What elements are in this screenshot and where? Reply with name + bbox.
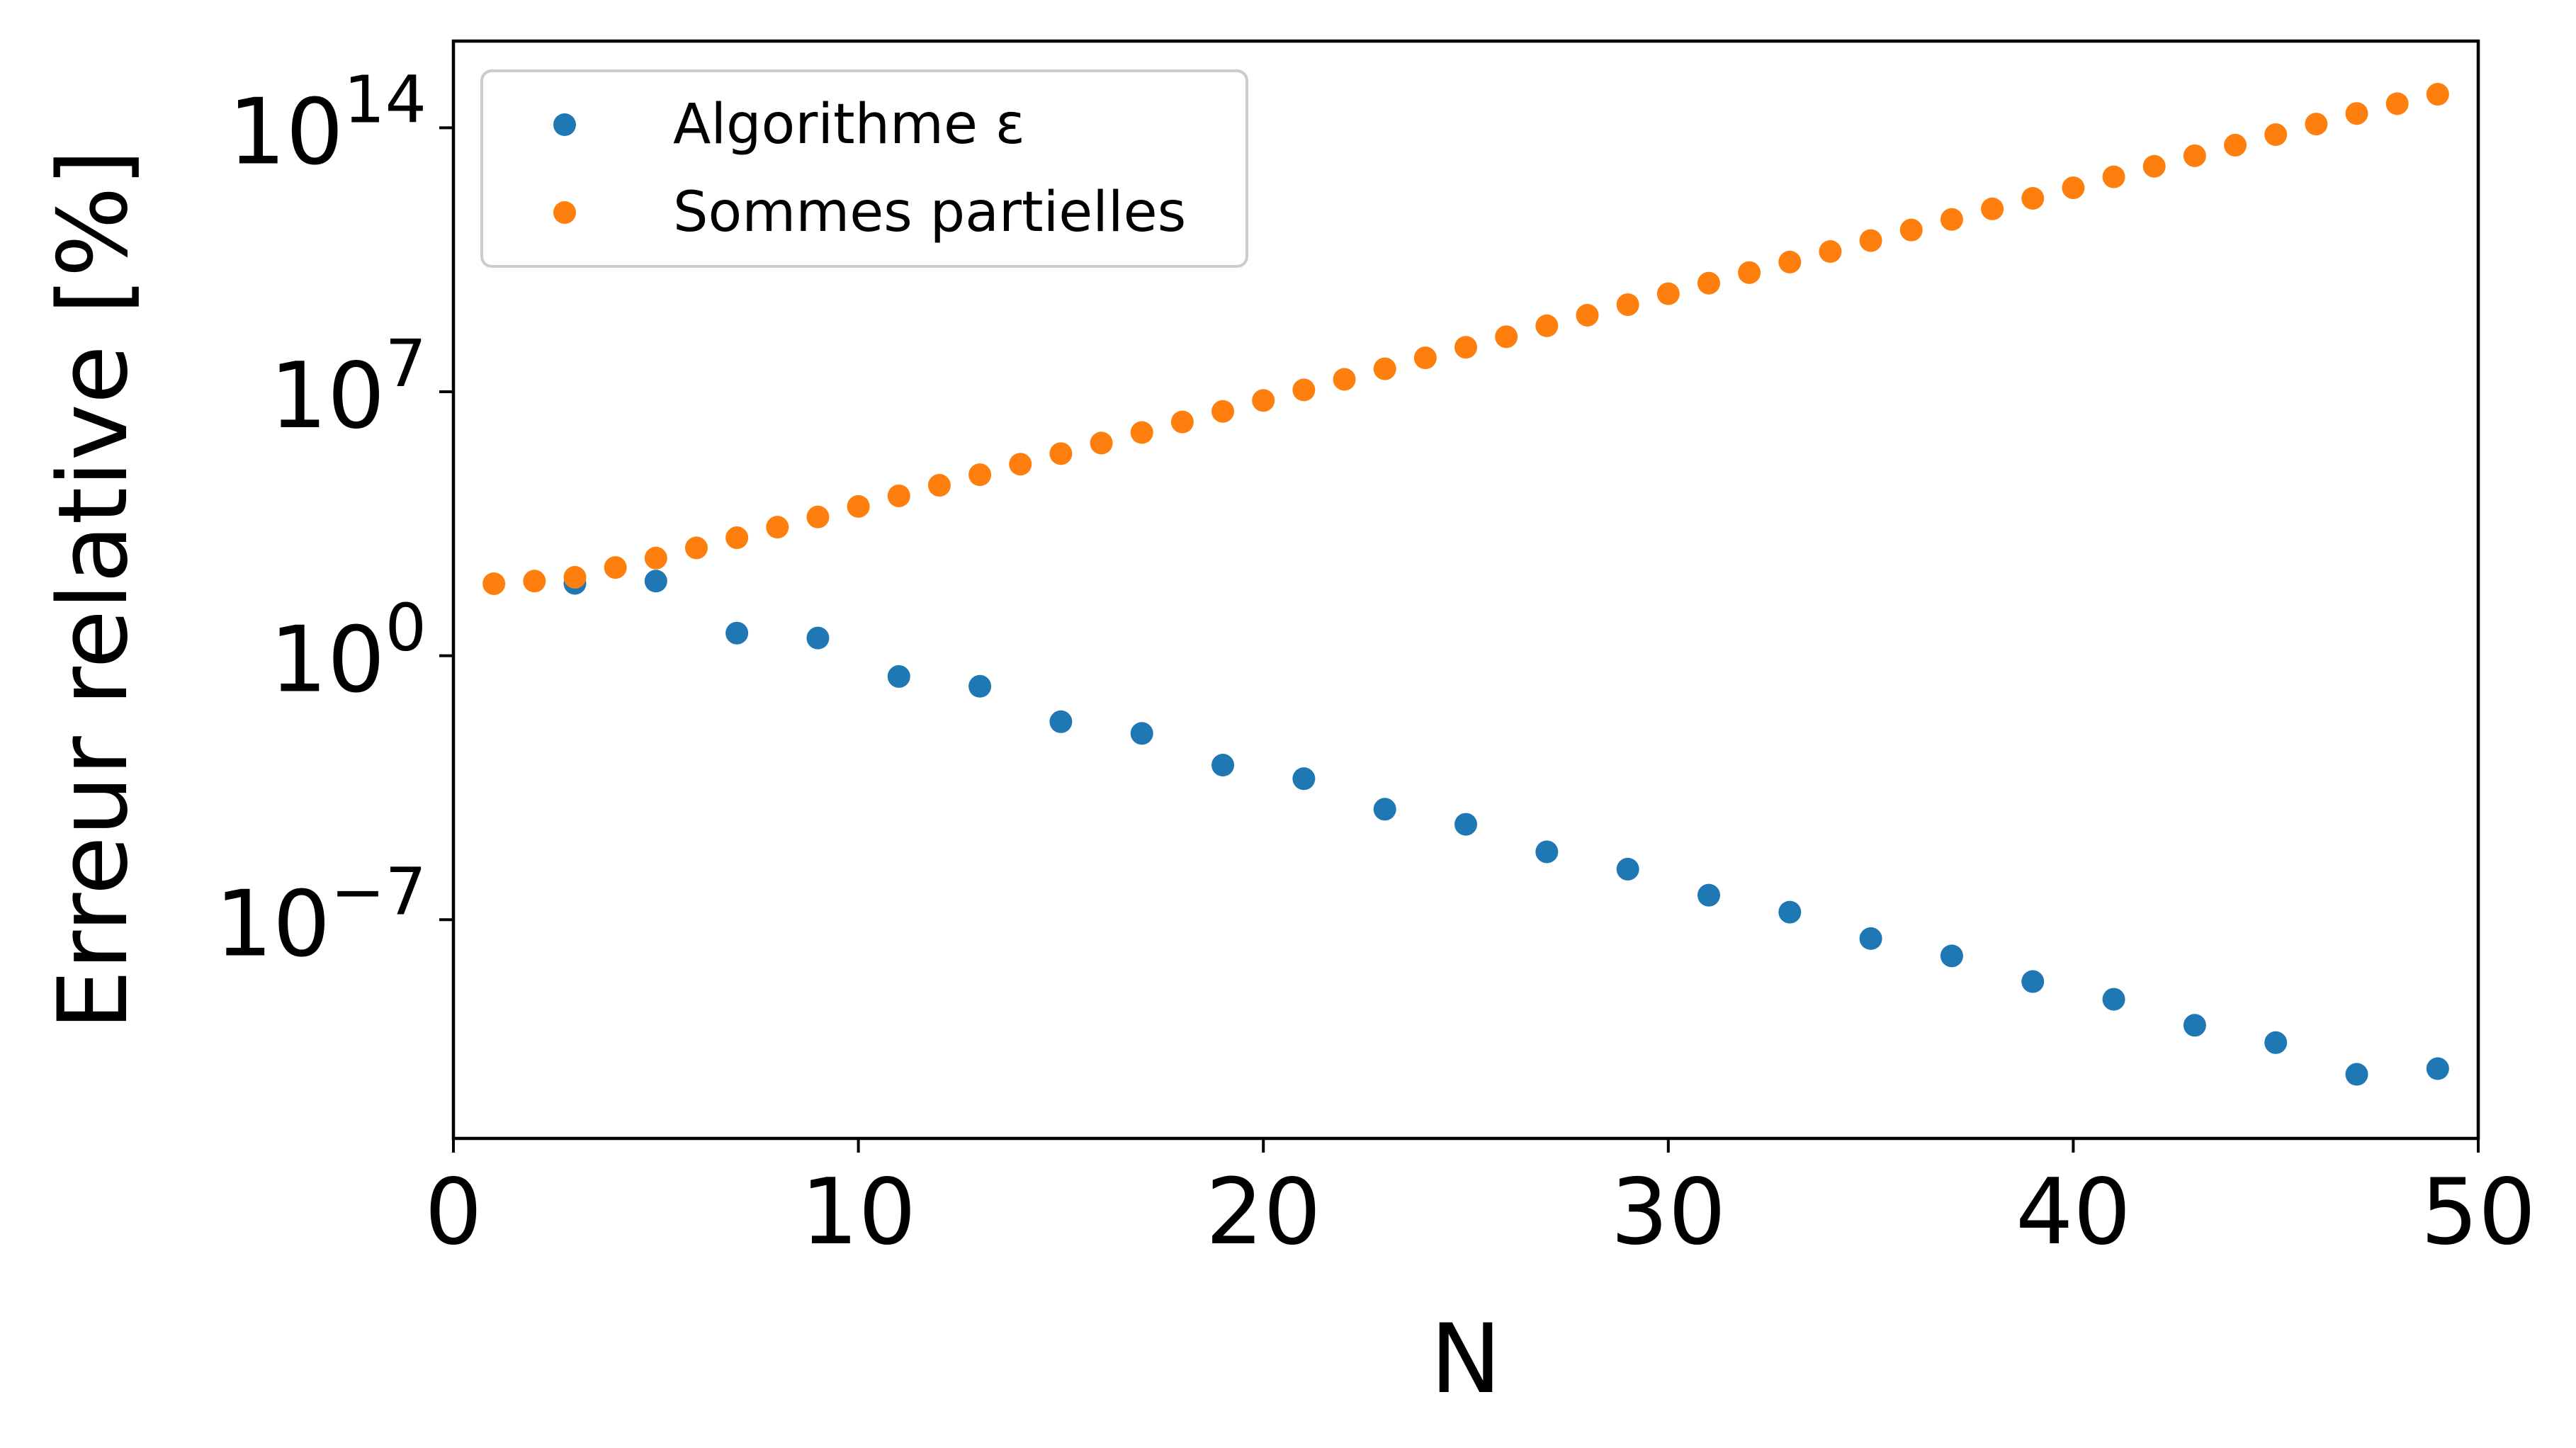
data-point xyxy=(1940,208,1963,231)
data-point xyxy=(2345,1063,2368,1086)
plot-area xyxy=(451,39,2480,1141)
data-point xyxy=(1333,368,1356,391)
data-point xyxy=(1090,431,1113,455)
legend-label: Algorithme ε xyxy=(673,93,1025,157)
data-point xyxy=(1535,840,1559,864)
data-point xyxy=(482,572,506,595)
data-point xyxy=(2426,1057,2449,1080)
data-point xyxy=(1413,346,1437,370)
y-tick-label: 1014 xyxy=(228,62,426,185)
data-point xyxy=(806,505,830,528)
data-point xyxy=(1049,442,1073,465)
legend-marker xyxy=(553,113,576,136)
data-point xyxy=(1130,421,1153,444)
data-point xyxy=(1292,767,1316,791)
data-point xyxy=(1778,250,1802,273)
data-point xyxy=(1292,378,1316,402)
data-point xyxy=(968,674,992,698)
data-point xyxy=(1616,293,1639,317)
data-point xyxy=(1049,710,1073,733)
series-2 xyxy=(482,83,2449,595)
x-axis-title: N xyxy=(1430,1303,1502,1415)
data-point xyxy=(2183,1014,2206,1037)
legend-marker xyxy=(553,201,576,224)
x-tick-label: 0 xyxy=(424,1160,482,1265)
data-point xyxy=(1697,883,1720,907)
data-point xyxy=(644,546,667,570)
data-point xyxy=(684,536,708,560)
y-tick-label: 10−7 xyxy=(215,854,427,977)
data-point xyxy=(1535,314,1559,337)
legend-label: Sommes partielles xyxy=(673,181,1186,244)
x-tick-label: 50 xyxy=(2421,1160,2536,1265)
data-point xyxy=(1252,389,1275,412)
data-point xyxy=(523,570,546,593)
data-point xyxy=(1859,927,1882,950)
series-layer xyxy=(482,83,2449,1086)
data-point xyxy=(1170,410,1194,434)
x-tick-label: 30 xyxy=(1610,1160,1726,1265)
data-point xyxy=(2183,144,2206,167)
data-point xyxy=(2426,83,2449,106)
data-point xyxy=(1495,325,1518,349)
data-point xyxy=(766,516,789,539)
data-point xyxy=(1009,453,1032,476)
axes-frame xyxy=(451,39,2480,1141)
data-point xyxy=(1616,857,1639,881)
data-point xyxy=(2345,102,2368,125)
data-point xyxy=(1738,261,1761,284)
data-point xyxy=(968,463,992,487)
data-point xyxy=(1454,813,1477,836)
data-point xyxy=(1981,197,2004,220)
data-point xyxy=(1940,944,1963,968)
data-point xyxy=(725,621,749,645)
series-1 xyxy=(563,570,2449,1086)
data-point xyxy=(1899,218,1923,242)
data-point xyxy=(563,565,587,589)
y-axis: 1014 107 100 10−7 xyxy=(215,62,453,977)
data-point xyxy=(847,494,870,518)
data-point xyxy=(887,664,910,688)
data-point xyxy=(1859,229,1882,252)
x-tick-label: 10 xyxy=(801,1160,916,1265)
data-point xyxy=(2305,113,2328,136)
data-point xyxy=(887,484,910,507)
data-point xyxy=(1454,336,1477,359)
data-point xyxy=(806,626,830,650)
data-point xyxy=(2062,176,2085,200)
data-point xyxy=(1697,271,1720,295)
data-point xyxy=(1819,240,1842,264)
x-tick-label: 20 xyxy=(1206,1160,1321,1265)
data-point xyxy=(1130,722,1153,745)
y-tick-label: 100 xyxy=(270,590,426,713)
y-axis-title: Erreur relative [%] xyxy=(38,149,149,1031)
data-point xyxy=(1778,900,1802,924)
data-point xyxy=(1576,303,1599,327)
data-point xyxy=(927,474,951,497)
data-point xyxy=(1373,798,1396,821)
x-axis: 0 10 20 30 40 50 xyxy=(424,1138,2536,1265)
legend-box xyxy=(480,69,1248,268)
data-point xyxy=(2224,133,2247,157)
data-point xyxy=(604,556,627,579)
data-point xyxy=(2385,92,2409,115)
legend: Algorithme ε Sommes partielles xyxy=(480,69,1248,268)
data-point xyxy=(2102,165,2125,188)
data-point xyxy=(1373,357,1396,380)
data-point xyxy=(2102,988,2125,1011)
x-tick-label: 40 xyxy=(2016,1160,2131,1265)
data-point xyxy=(1211,754,1235,777)
data-point xyxy=(2264,1031,2288,1054)
data-point xyxy=(2021,970,2045,993)
data-point xyxy=(644,570,667,593)
data-point xyxy=(2264,123,2288,147)
data-point xyxy=(2021,186,2045,210)
data-point xyxy=(2142,154,2166,178)
data-point xyxy=(725,526,749,550)
data-point xyxy=(1656,282,1680,305)
y-tick-label: 107 xyxy=(270,326,426,449)
data-point xyxy=(1211,400,1235,423)
